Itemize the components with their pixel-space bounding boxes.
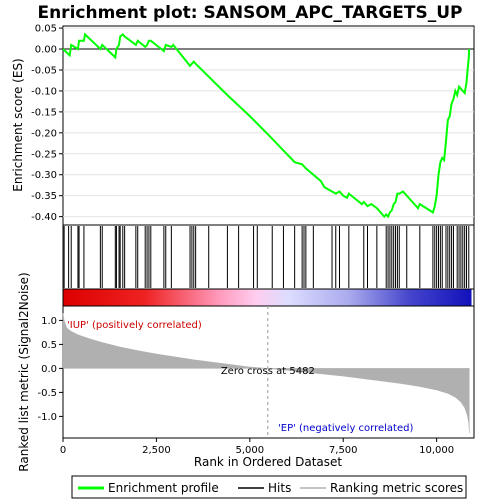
metric-y-tick-label: 0.0 [41,364,57,375]
es-y-ticks: 0.05 0.00 -0.05 -0.10 -0.15 -0.20 -0.25 -0.30 -0… [31,24,63,223]
metric-area [62,306,470,438]
metric-y-axis-label: Ranked list metric (Signal2Noise) [17,272,31,471]
es-y-tick-label: 0.05 [35,24,57,35]
es-y-tick-label: -0.15 [31,107,57,118]
legend: Enrichment profile Hits Ranking metric s… [71,475,467,499]
es-profile [62,32,471,219]
es-grid [63,27,474,218]
legend-label-profile: Enrichment profile [108,481,219,495]
es-y-tick-label: -0.10 [31,86,57,97]
legend-box [71,475,467,499]
es-y-tick-label: -0.20 [31,128,57,139]
hit-marks [63,226,470,288]
rank-colorbar [63,289,472,306]
zero-cross-label: Zero cross at 5482 [221,366,315,377]
es-profile-line [62,32,471,219]
x-tick-label: 0 [60,445,66,456]
metric-y-tick-label: 1.0 [41,316,57,327]
metric-y-ticks: 1.0 0.5 0.0 -0.5 -1.0 [37,316,63,423]
metric-area-fill [62,313,470,434]
x-axis-label: Rank in Ordered Dataset [194,455,342,469]
legend-label-hits: Hits [268,481,291,495]
es-y-tick-label: -0.40 [31,212,57,223]
x-tick-label: 10,000 [419,445,454,456]
es-y-tick-label: -0.25 [31,149,57,160]
es-y-tick-label: -0.05 [31,65,57,76]
chart-title: Enrichment plot: SANSOM_APC_TARGETS_UP [37,3,462,23]
x-axis-ticks: 0 2,500 5,000 7,500 10,000 [60,438,454,456]
metric-y-tick-label: -0.5 [37,388,57,399]
legend-label-metric: Ranking metric scores [330,481,463,495]
es-y-tick-label: -0.30 [31,170,57,181]
metric-y-tick-label: 0.5 [41,340,57,351]
x-tick-label: 2,500 [142,445,171,456]
negative-correlation-label: 'EP' (negatively correlated) [278,423,413,434]
es-plot-frame [62,25,475,226]
es-y-axis-label: Enrichment score (ES) [11,58,25,191]
hits-frame [62,224,475,290]
x-tick-label: 5,000 [235,445,264,456]
positive-correlation-label: 'IUP' (positively correlated) [67,320,202,331]
metric-y-tick-label: -1.0 [37,412,57,423]
es-y-tick-label: 0.00 [35,45,57,56]
es-y-tick-label: -0.35 [31,191,57,202]
x-tick-label: 7,500 [329,445,358,456]
